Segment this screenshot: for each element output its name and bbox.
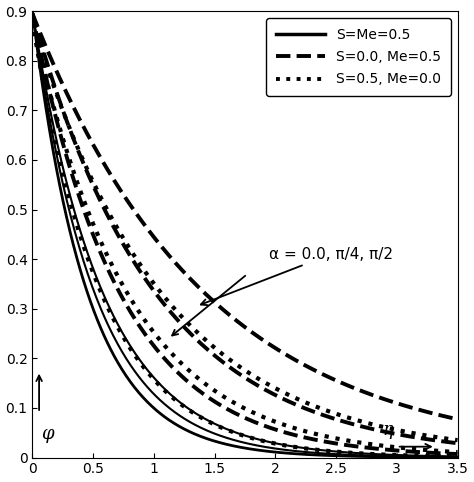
Legend: S=Me=0.5, S=0.0, Me=0.5, S=0.5, Me=0.0: S=Me=0.5, S=0.0, Me=0.5, S=0.5, Me=0.0 xyxy=(266,18,451,96)
Text: φ: φ xyxy=(42,425,54,443)
Text: α = 0.0, π/4, π/2: α = 0.0, π/4, π/2 xyxy=(201,247,393,305)
Text: η: η xyxy=(383,421,393,439)
